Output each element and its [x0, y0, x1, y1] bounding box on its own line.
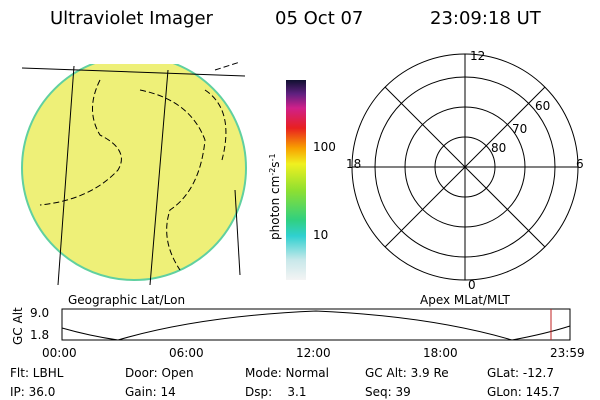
info: GC Alt: 3.9 Re — [365, 366, 449, 380]
info: Mode: Normal — [245, 366, 329, 380]
date: 05 Oct 07 — [275, 8, 363, 29]
x-tick-label: 12:00 — [296, 346, 331, 360]
title: Ultraviolet Imager — [50, 8, 214, 29]
x-tick-label: 18:00 — [423, 346, 458, 360]
info: Seq: 39 — [365, 385, 411, 399]
info: GLon: 145.7 — [487, 385, 560, 399]
polar-label: 0 — [468, 278, 476, 292]
time: 23:09:18 UT — [430, 8, 542, 29]
caption: Geographic Lat/Lon — [68, 293, 185, 307]
colorbar-tick: 100 — [313, 140, 336, 154]
x-tick-label: 00:00 — [42, 346, 77, 360]
polar-label: 80 — [491, 141, 506, 155]
label-part: -1 — [268, 153, 277, 161]
x-tick-label: 06:00 — [169, 346, 204, 360]
polar-label: 12 — [470, 49, 485, 63]
image — [21, 61, 247, 286]
info: Gain: 14 — [125, 385, 176, 399]
colorbar-tick: 10 — [313, 228, 328, 242]
polar-label: 6 — [576, 157, 584, 171]
label-part: photon cm — [268, 176, 282, 240]
label-part: s — [268, 161, 282, 167]
colorbar — [286, 80, 306, 280]
info: Dsp: 3.1 — [245, 385, 307, 399]
y-axis-label: GC Alt — [11, 307, 25, 345]
polar-label: 60 — [535, 99, 550, 113]
colorbar-label: photon cm-2s-1 — [268, 153, 282, 240]
info: Door: Open — [125, 366, 194, 380]
info: Flt: LBHL — [10, 366, 64, 380]
x-tick-label: 23:59 — [550, 346, 585, 360]
info: GLat: -12.7 — [487, 366, 554, 380]
polar-label: 70 — [512, 122, 527, 136]
y-tick-label: 9.0 — [30, 306, 49, 320]
polar-grid — [351, 53, 579, 281]
info: IP: 36.0 — [10, 385, 55, 399]
caption: Apex MLat/MLT — [420, 293, 510, 307]
label-part: -2 — [268, 168, 277, 176]
polar-label: 18 — [346, 157, 361, 171]
altitude-plot — [61, 308, 571, 341]
y-tick-label: 1.8 — [30, 328, 49, 342]
